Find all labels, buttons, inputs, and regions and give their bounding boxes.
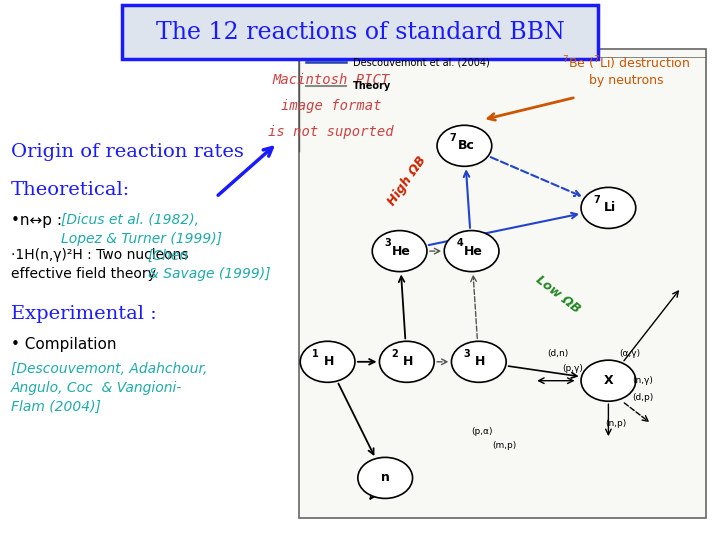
Text: 7: 7	[449, 133, 456, 143]
Text: [Descouvemont, Adahchour,
Angulo, Coc  & Vangioni-
Flam (2004)]: [Descouvemont, Adahchour, Angulo, Coc & …	[11, 362, 207, 414]
Text: 3: 3	[464, 349, 470, 359]
Text: • Compilation: • Compilation	[11, 338, 117, 353]
Text: •n↔p :: •n↔p :	[11, 213, 67, 228]
Text: ·1H(n,γ)²H : Two nucleons
effective field theory: ·1H(n,γ)²H : Two nucleons effective fiel…	[11, 248, 189, 281]
Text: (α,γ): (α,γ)	[619, 349, 641, 358]
Text: 2: 2	[392, 349, 398, 359]
Text: Bc: Bc	[457, 139, 474, 152]
FancyBboxPatch shape	[299, 49, 706, 518]
Text: Macintosh PICT: Macintosh PICT	[273, 73, 390, 87]
Circle shape	[300, 341, 355, 382]
Text: 3: 3	[384, 238, 391, 248]
Circle shape	[581, 187, 636, 228]
Text: [Dicus et al. (1982),
Lopez & Turner (1999)]: [Dicus et al. (1982), Lopez & Turner (19…	[61, 213, 222, 246]
Text: H: H	[324, 355, 334, 368]
FancyBboxPatch shape	[122, 5, 598, 59]
Text: 1: 1	[312, 349, 319, 359]
Text: H: H	[475, 355, 485, 368]
Text: He: He	[392, 245, 410, 258]
Circle shape	[372, 231, 427, 272]
Text: (p,γ): (p,γ)	[562, 364, 582, 373]
Circle shape	[581, 360, 636, 401]
Text: is not suported: is not suported	[269, 125, 394, 139]
Text: Experimental :: Experimental :	[11, 305, 156, 323]
Text: (n,γ): (n,γ)	[633, 376, 653, 385]
Text: High ΩB: High ΩB	[385, 154, 428, 208]
Text: $^7$Be ($^7$Li) destruction
by neutrons: $^7$Be ($^7$Li) destruction by neutrons	[562, 54, 690, 86]
Text: The 12 reactions of standard BBN: The 12 reactions of standard BBN	[156, 21, 564, 44]
Circle shape	[451, 341, 506, 382]
Circle shape	[379, 341, 434, 382]
Text: Theory: Theory	[353, 82, 391, 91]
Text: (m,p): (m,p)	[492, 441, 516, 450]
Text: n: n	[381, 471, 390, 484]
Text: (d,n): (d,n)	[547, 349, 569, 358]
Text: H: H	[403, 355, 413, 368]
Text: 4: 4	[456, 238, 463, 248]
Text: Theoretical:: Theoretical:	[11, 181, 130, 199]
Text: image format: image format	[281, 99, 382, 113]
Text: Origin of reaction rates: Origin of reaction rates	[11, 143, 243, 161]
Text: Descouvemont et al. (2004): Descouvemont et al. (2004)	[353, 57, 490, 67]
Text: (n,p): (n,p)	[605, 420, 626, 428]
Text: He: He	[464, 245, 482, 258]
Text: Low ΩB: Low ΩB	[534, 273, 582, 315]
Text: Li: Li	[604, 201, 616, 214]
Text: [Chen
& Savage (1999)]: [Chen & Savage (1999)]	[148, 248, 270, 281]
Text: (d,p): (d,p)	[632, 394, 654, 402]
Text: X: X	[603, 374, 613, 387]
Circle shape	[437, 125, 492, 166]
Text: 7: 7	[593, 195, 600, 205]
Text: (p,α): (p,α)	[472, 428, 493, 436]
Circle shape	[444, 231, 499, 272]
Circle shape	[358, 457, 413, 498]
